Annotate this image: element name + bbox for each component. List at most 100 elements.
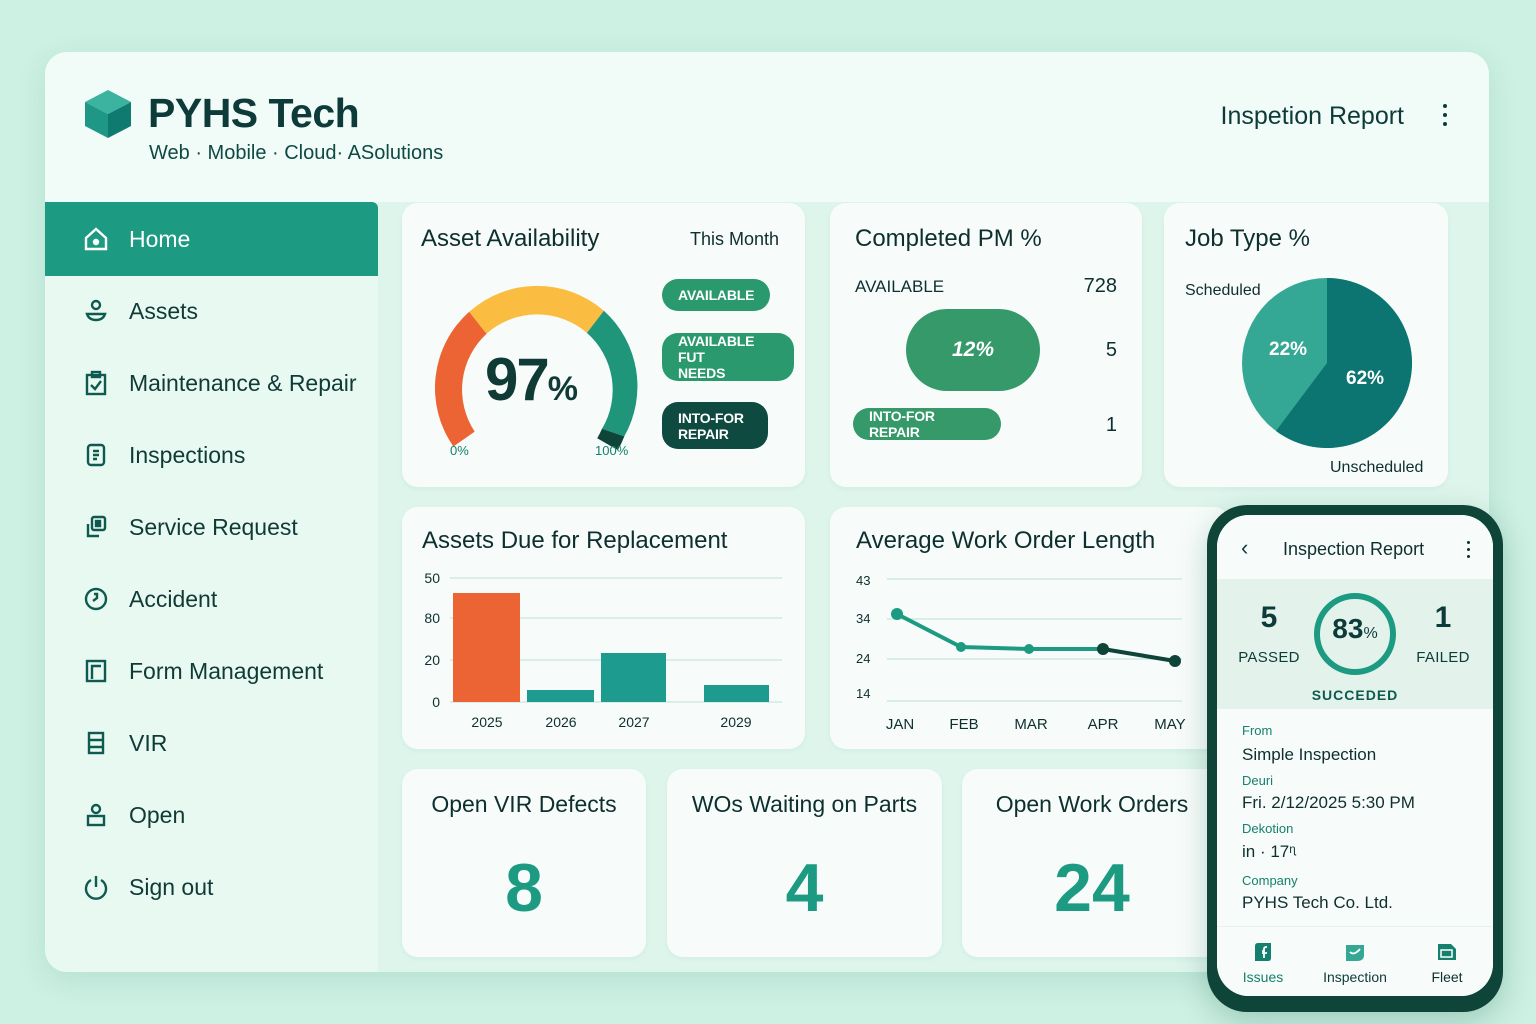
sidebar-item-service-request[interactable]: Service Request	[45, 490, 378, 564]
sidebar-item-sign-out[interactable]: Sign out	[45, 850, 378, 924]
brand-name: PYHS Tech	[148, 90, 360, 136]
card-title: Average Work Order Length	[856, 527, 1156, 554]
legend-scheduled: Scheduled	[1185, 282, 1261, 299]
field-value-date: Fri. 2/12/2025 5:30 PM	[1242, 793, 1415, 812]
kebab-menu-icon[interactable]	[1439, 104, 1451, 130]
failed-label: FAILED	[1416, 649, 1470, 666]
success-percent: 83%	[1332, 613, 1378, 644]
sidebar-item-vir[interactable]: VIR	[45, 706, 378, 780]
status-pill-available[interactable]: AVAILABLE	[662, 279, 771, 311]
kpi-card-open-vir-defects[interactable]: Open VIR Defects 8	[402, 769, 646, 957]
brand-tagline: Web · Mobile · Cloud· ASolutions	[149, 142, 444, 164]
back-chevron-icon[interactable]: ‹	[1241, 535, 1249, 560]
legend-unscheduled: Unscheduled	[1330, 459, 1424, 476]
status-pill-repair[interactable]: INTO-FOR REPAIR	[662, 402, 768, 449]
work-order-line-chart: 43 34 24 14 JAN FEB MAR APR MAY	[856, 573, 1186, 733]
kpi-title: WOs Waiting on Parts	[691, 791, 918, 817]
replacement-bar-chart: 50 80 20 0 2025 2026 2027 2029	[424, 570, 782, 730]
repair-value: 1	[1105, 414, 1117, 436]
sidebar-item-label: Open	[129, 801, 186, 828]
availability-gauge	[434, 285, 638, 451]
kpi-card-wos-waiting-parts[interactable]: WOs Waiting on Parts 4	[667, 769, 942, 957]
field-label-from: From	[1242, 723, 1273, 738]
kpi-title: Open VIR Defects	[431, 791, 617, 817]
sidebar-item-maintenance[interactable]: Maintenance & Repair	[45, 346, 378, 420]
document-icon	[83, 442, 109, 468]
mobile-title: Inspection Report	[1283, 539, 1425, 559]
clock-icon	[83, 586, 109, 612]
replacement-chart-card: Assets Due for Replacement 50 80 20 0 20…	[402, 507, 805, 749]
sidebar-item-assets[interactable]: Assets	[45, 274, 378, 348]
pm-percent-blob: 12%	[906, 309, 1040, 391]
svg-text:24: 24	[856, 651, 870, 666]
cube-logo-icon	[85, 90, 131, 138]
sidebar-item-label: Maintenance & Repair	[129, 369, 357, 396]
field-value-location: in · 17ᶯ	[1242, 842, 1296, 861]
mobile-phone-frame: ‹ Inspection Report 5 PASSED 83% 1 FAILE…	[1207, 505, 1503, 1012]
svg-text:2026: 2026	[545, 714, 576, 730]
sidebar-item-label: Service Request	[129, 513, 298, 540]
tab-issues[interactable]: Issues	[1217, 933, 1309, 987]
field-label-location: Dekotion	[1242, 821, 1294, 836]
service-request-icon	[83, 514, 109, 540]
dashboard-window: PYHS Tech Web · Mobile · Cloud· ASolutio…	[45, 52, 1489, 972]
repair-pill[interactable]: INTO-FOR REPAIR	[853, 408, 1001, 440]
svg-text:MAY: MAY	[1154, 716, 1185, 733]
y-tick: 50	[424, 570, 440, 586]
kpi-card-open-work-orders[interactable]: Open Work Orders 24	[962, 769, 1222, 957]
svg-text:14: 14	[856, 686, 870, 701]
pie-label-scheduled: 22%	[1269, 339, 1308, 360]
clipboard-check-icon	[83, 370, 109, 396]
y-tick: 80	[424, 610, 440, 626]
sidebar-item-accident[interactable]: Accident	[45, 562, 378, 636]
passed-label: PASSED	[1238, 649, 1300, 666]
work-order-length-card: Average Work Order Length 43 34 24 14	[830, 507, 1230, 749]
sidebar-item-inspections[interactable]: Inspections	[45, 418, 378, 492]
vir-icon	[83, 730, 109, 756]
sidebar: Home Assets Maintenance & Repair Inspect…	[45, 202, 378, 972]
mobile-header: ‹ Inspection Report	[1217, 515, 1493, 579]
sidebar-item-label: Inspections	[129, 441, 246, 468]
card-title: Completed PM %	[855, 225, 1042, 252]
period-selector[interactable]: This Month	[689, 229, 779, 249]
sidebar-item-open[interactable]: Open	[45, 778, 378, 852]
tab-fleet[interactable]: Fleet	[1401, 933, 1493, 987]
page-title: Inspetion Report	[1220, 102, 1404, 130]
asset-availability-card: Asset Availability This Month 97% 0% 100…	[402, 203, 805, 487]
sidebar-item-label: Form Management	[129, 657, 324, 684]
y-tick: 20	[424, 652, 440, 668]
available-value: 728	[1083, 275, 1117, 297]
kpi-value: 8	[505, 850, 543, 926]
card-title: Asset Availability	[421, 225, 600, 252]
inspection-icon	[1346, 945, 1364, 961]
svg-text:APR: APR	[1088, 716, 1119, 733]
passed-count: 5	[1260, 601, 1278, 634]
field-value-company: PYHS Tech Co. Ltd.	[1242, 893, 1393, 912]
field-label-company: Company	[1242, 873, 1298, 888]
tab-inspection[interactable]: Inspection	[1309, 933, 1401, 987]
card-title: Job Type %	[1185, 225, 1310, 252]
mobile-screen: ‹ Inspection Report 5 PASSED 83% 1 FAILE…	[1217, 515, 1493, 996]
power-icon	[83, 874, 109, 900]
available-label: AVAILABLE	[855, 277, 945, 296]
status-pill-available-future[interactable]: AVAILABLE FUT NEEDS	[662, 333, 794, 381]
gauge-value: 97%	[485, 346, 578, 413]
y-tick: 0	[432, 694, 440, 710]
gauge-max-label: 100%	[595, 443, 629, 458]
mobile-kebab-icon[interactable]	[1465, 541, 1471, 562]
gauge-min-label: 0%	[450, 443, 469, 458]
issues-icon	[1255, 943, 1271, 961]
svg-text:FEB: FEB	[949, 716, 978, 733]
asset-icon	[83, 298, 109, 324]
pm-middle-value: 5	[1105, 339, 1117, 361]
kpi-value: 24	[1054, 850, 1130, 926]
user-icon	[83, 802, 109, 828]
svg-text:43: 43	[856, 573, 870, 588]
form-icon	[83, 658, 109, 684]
field-label-date: Deuri	[1242, 773, 1274, 788]
job-type-card: Job Type % Scheduled 22% 62% Unscheduled	[1164, 203, 1448, 487]
failed-count: 1	[1434, 601, 1452, 634]
sidebar-item-form-management[interactable]: Form Management	[45, 634, 378, 708]
sidebar-item-label: VIR	[129, 729, 168, 756]
sidebar-item-home[interactable]: Home	[45, 202, 378, 276]
